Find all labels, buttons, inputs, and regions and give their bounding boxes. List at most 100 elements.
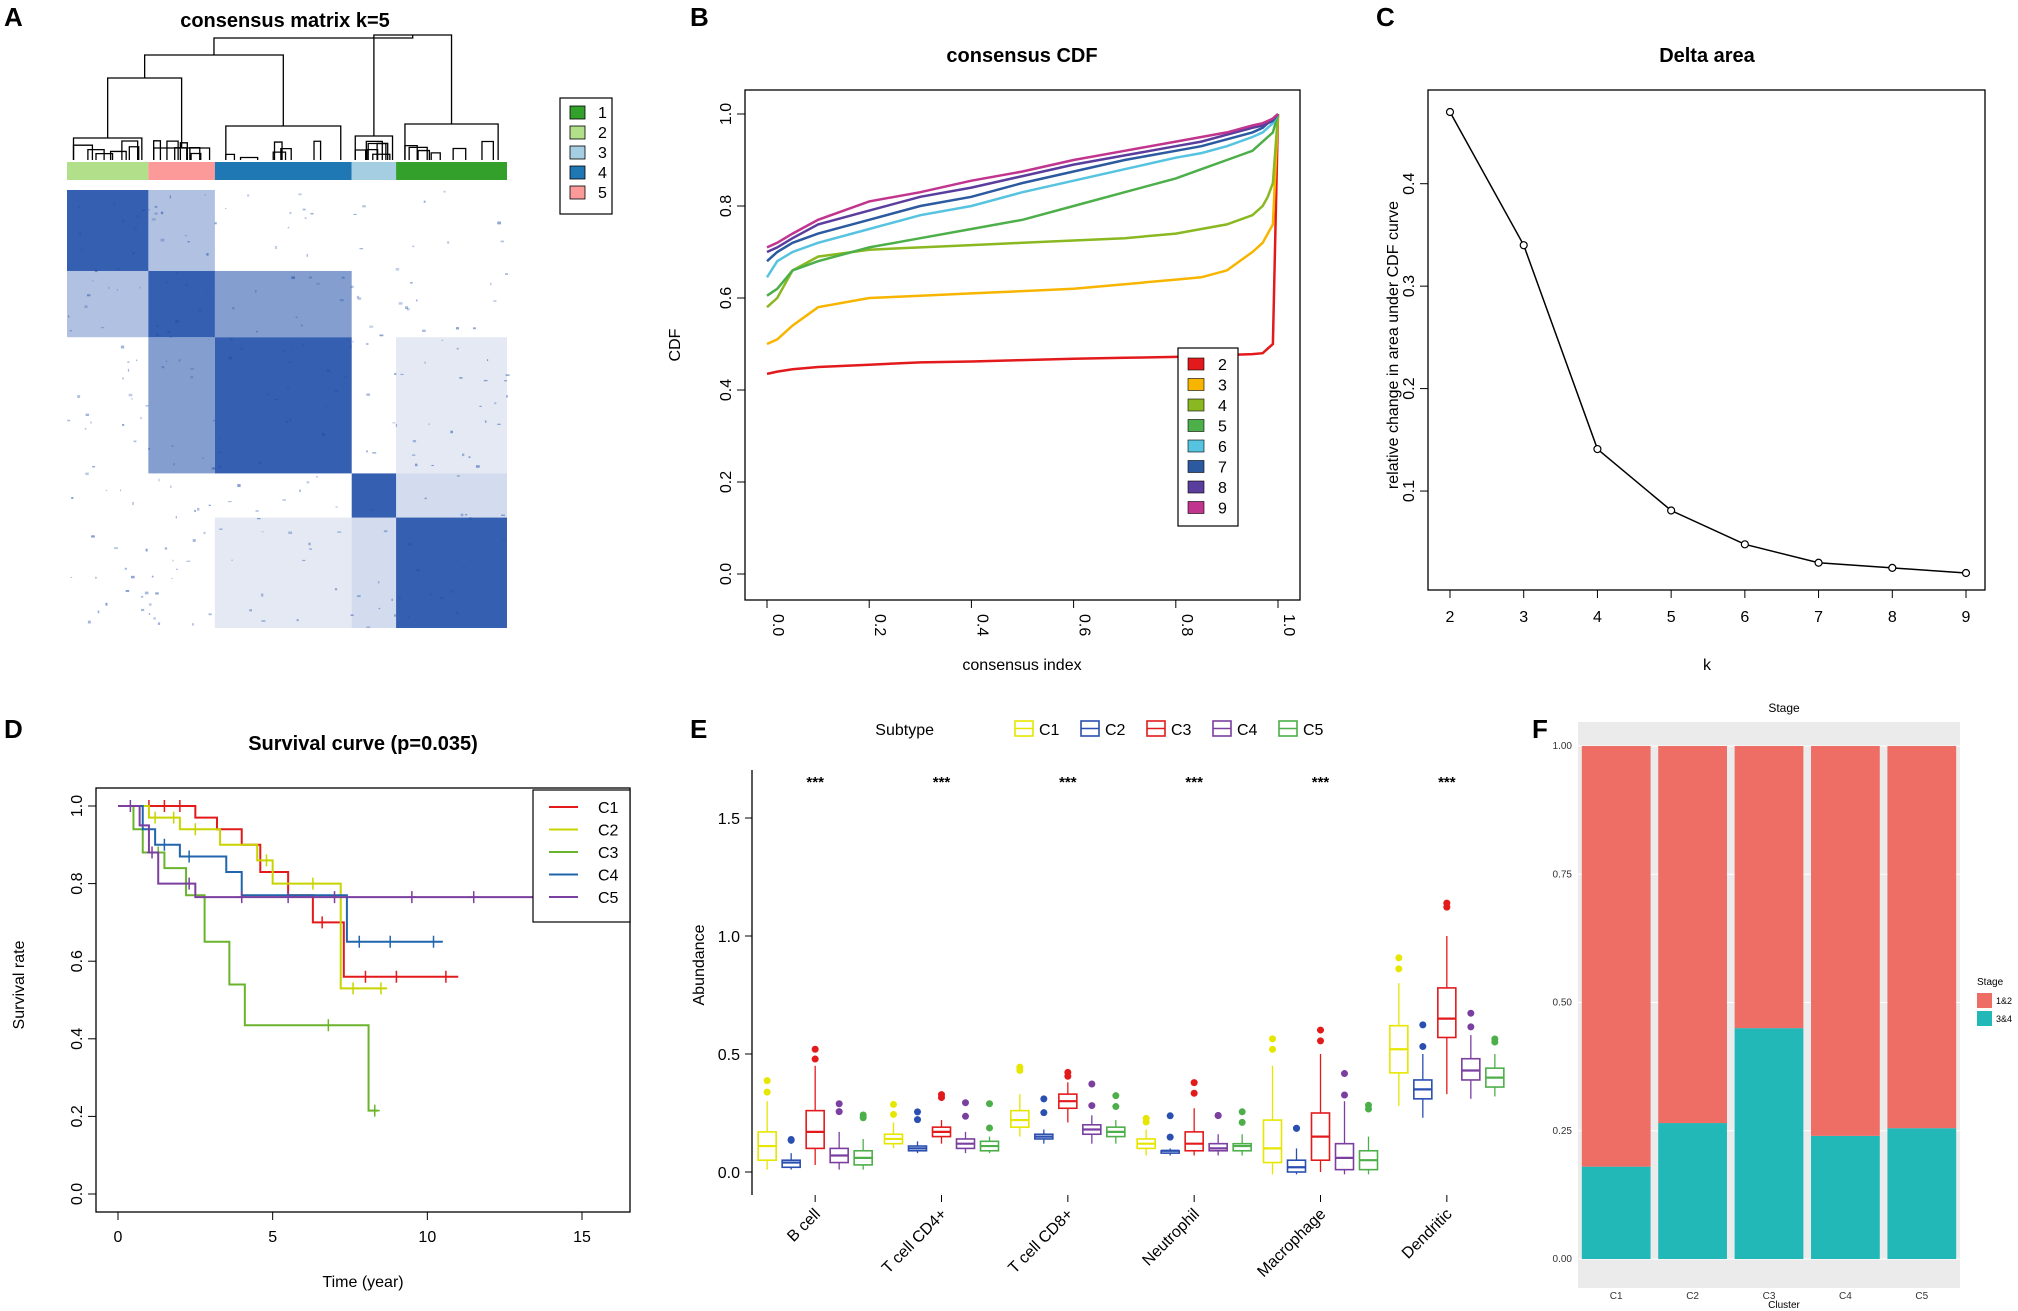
x-tick-label: 7 — [1814, 609, 1823, 626]
significance-mark: *** — [806, 774, 824, 791]
censor-mark-C5 — [184, 877, 195, 890]
heat-speckle — [450, 430, 453, 434]
y-tick-label: 0.4 — [1401, 172, 1418, 194]
heat-speckle — [316, 475, 318, 478]
dendro-leaf — [365, 140, 383, 160]
panel-d-title: Survival curve (p=0.035) — [248, 733, 478, 755]
censor-mark-C1 — [360, 970, 371, 983]
legend-label-3: 3 — [598, 145, 607, 162]
heat-speckle — [148, 447, 150, 450]
heat-speckle — [186, 560, 191, 562]
heat-speckle — [237, 484, 241, 488]
censor-mark-C5 — [329, 891, 340, 904]
heat-speckle — [125, 589, 130, 592]
heat-speckle — [289, 418, 292, 422]
heat-speckle — [136, 359, 138, 362]
heat-speckle — [187, 241, 190, 243]
heat-block-5 — [148, 270, 215, 338]
outlier-C4 — [835, 1108, 843, 1116]
heat-speckle — [497, 423, 501, 425]
heat-speckle — [84, 305, 88, 309]
legend-swatch-k5 — [1187, 419, 1205, 432]
dendro-join — [373, 34, 453, 118]
panel-c-delta-area: Delta area k relative change in area und… — [1385, 45, 1986, 674]
heat-speckle — [304, 217, 307, 220]
heat-speckle — [128, 393, 133, 397]
heat-speckle — [91, 535, 95, 538]
x-tick-label: C2 — [1686, 1291, 1699, 1302]
heat-speckle — [120, 345, 125, 349]
dendro-subtree-1 — [404, 106, 499, 160]
consensus-heatmap — [67, 190, 510, 628]
outlier-C5 — [986, 1100, 993, 1108]
x-tick-label: Dendritic — [1399, 1206, 1456, 1263]
heat-speckle — [429, 593, 432, 596]
heat-speckle — [366, 450, 368, 453]
heat-speckle — [325, 406, 329, 408]
heat-speckle — [504, 379, 508, 382]
dendro-leaf — [225, 153, 236, 160]
heat-speckle — [398, 596, 401, 600]
heat-speckle — [391, 598, 393, 601]
heat-speckle — [456, 474, 460, 477]
heat-speckle — [395, 423, 398, 427]
heat-speckle — [185, 284, 189, 286]
heat-speckle — [184, 234, 188, 237]
heat-block-2 — [67, 190, 149, 271]
censor-mark-C4 — [159, 838, 170, 851]
panel-a-title: consensus matrix k=5 — [180, 10, 390, 32]
outlier-C5 — [859, 1114, 867, 1122]
x-tick-label: Macrophage — [1254, 1206, 1329, 1281]
outlier-C3 — [1190, 1089, 1198, 1097]
heat-offblock — [396, 473, 507, 518]
heat-speckle — [122, 424, 125, 426]
heat-speckle — [229, 337, 233, 341]
outlier-C5 — [1238, 1118, 1246, 1126]
legend-label-4: 4 — [598, 165, 607, 182]
heat-offblock — [214, 517, 352, 628]
heat-speckle — [211, 467, 216, 470]
outlier-C3 — [1317, 1026, 1324, 1034]
heat-speckle — [295, 316, 298, 318]
y-tick-label: 0.2 — [1401, 377, 1418, 399]
heat-speckle — [69, 329, 72, 332]
panel-b-legend-frame — [1177, 347, 1239, 527]
heat-speckle — [407, 616, 410, 618]
heat-speckle — [395, 267, 400, 271]
heat-speckle — [249, 609, 253, 612]
heat-speckle — [356, 295, 360, 299]
heat-speckle — [132, 502, 134, 505]
legend-swatch-4 — [569, 165, 586, 180]
x-tick-label: B cell — [784, 1206, 824, 1246]
panel-a-heatmap: consensus matrix k=5 1 2 3 4 5 — [67, 10, 613, 628]
heat-speckle — [339, 299, 344, 302]
legend-swatch-2 — [569, 125, 586, 140]
heat-speckle — [357, 595, 361, 598]
heat-speckle — [282, 499, 286, 501]
heat-speckle — [171, 577, 173, 580]
censor-mark-C5 — [468, 891, 479, 904]
panel-f-title: Stage — [1768, 701, 1800, 715]
outlier-C4 — [1088, 1102, 1096, 1110]
heat-speckle — [431, 465, 434, 467]
heat-speckle — [175, 319, 179, 323]
heat-speckle — [156, 333, 160, 337]
heat-speckle — [459, 377, 463, 379]
heat-speckle — [254, 290, 257, 293]
dendro-leaf — [354, 149, 367, 160]
y-tick-label: 0.4 — [718, 379, 735, 401]
heat-speckle — [151, 218, 156, 221]
legend-label-C1: C1 — [598, 800, 619, 817]
heat-speckle — [288, 361, 293, 363]
heat-speckle — [108, 287, 110, 289]
dendro-leaf — [153, 140, 162, 160]
legend-swatch-k2 — [1187, 357, 1205, 371]
heat-speckle — [310, 212, 314, 215]
dendro-leaf — [189, 147, 201, 160]
censor-mark-C4 — [385, 935, 396, 948]
heat-speckle — [414, 463, 418, 467]
heat-speckle — [202, 457, 204, 459]
x-tick-label: 0.0 — [769, 614, 786, 636]
bar-C2-3&4 — [1658, 1123, 1727, 1259]
panel-f-legend-title: Stage — [1977, 977, 2004, 988]
